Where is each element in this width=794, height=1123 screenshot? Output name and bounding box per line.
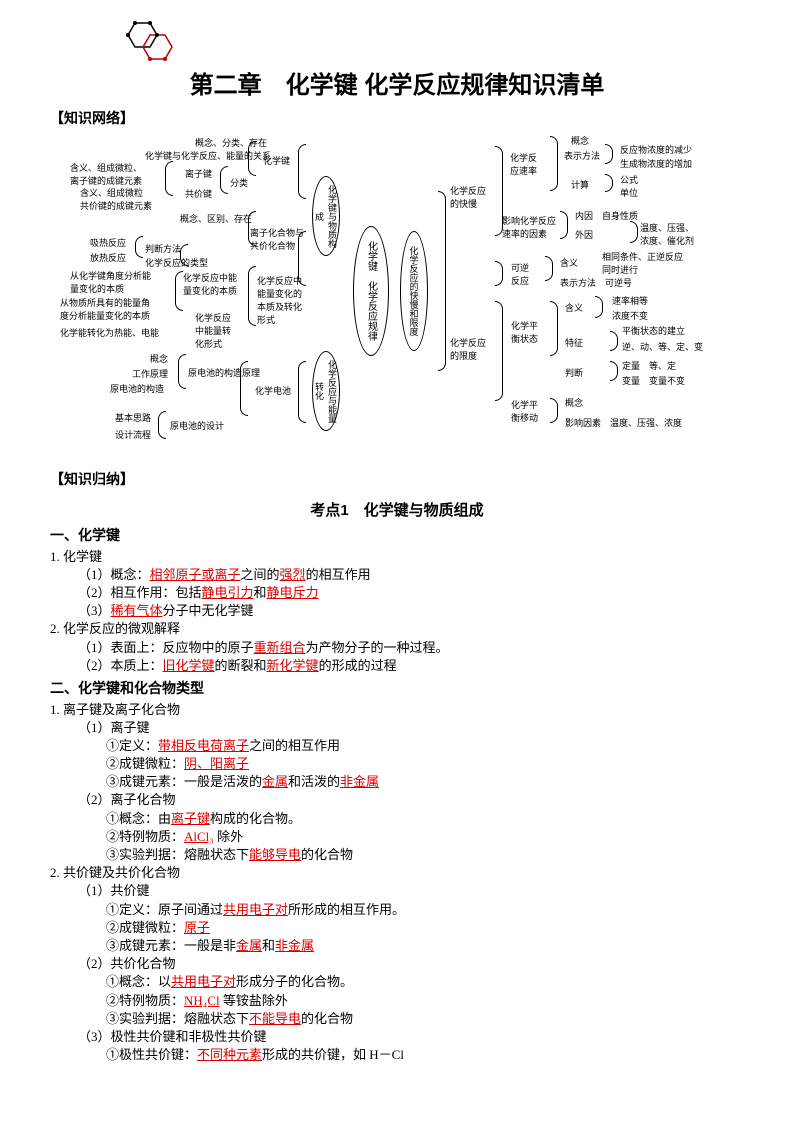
node: 判断方法	[145, 242, 181, 255]
center-node: 化学键 化学反应规律	[353, 226, 389, 356]
node: 化学键与化学反应、能量的关系	[145, 149, 271, 162]
node: 变量 变量不变	[622, 374, 685, 387]
text: （3）稀有气体分子中无化学键	[78, 602, 744, 620]
node: 可逆 反应	[511, 261, 529, 287]
text: （2）本质上：旧化学键的断裂和新化学键的形成的过程	[78, 657, 744, 675]
text: ①定义：带相反电荷离子之间的相互作用	[106, 737, 744, 755]
text: ①概念：由离子键构成的化合物。	[106, 810, 744, 828]
node: 概念	[565, 396, 583, 409]
molecule-logo-icon	[115, 18, 175, 63]
node: 温度、压强、 浓度、催化剂	[640, 221, 694, 247]
node: 化学反应 的快慢	[450, 184, 486, 210]
node: 基本思路	[115, 411, 151, 424]
text: （1）表面上：反应物中的原子重新组合为产物分子的一种过程。	[78, 639, 744, 657]
left-hub1: 化学键与物质构成	[312, 176, 340, 256]
node: 化学平 衡移动	[511, 398, 538, 424]
content-body: 一、化学键 1. 化学键 （1）概念：相邻原子或离子之间的强烈的相互作用 （2）…	[50, 526, 744, 1064]
text: ③实验判据：熔融状态下不能导电的化合物	[106, 1010, 744, 1028]
text: ③成键元素：一般是非金属和非金属	[106, 937, 744, 955]
node: 分类	[230, 176, 248, 189]
node: 设计流程	[115, 428, 151, 441]
node: 化学反应的类型	[145, 256, 208, 269]
node: 特征	[565, 336, 583, 349]
node: 化学平 衡状态	[511, 319, 538, 345]
node: 离子键	[185, 167, 212, 180]
node: 共价键	[185, 187, 212, 200]
text: 1. 离子键及离子化合物	[50, 701, 744, 719]
node: 离子化合物与 共价化合物	[250, 226, 304, 252]
text: ②特例物质：NH₄Cl 等铵盐除外	[106, 992, 744, 1010]
left-hub2: 化学反应与能量转化	[312, 351, 340, 431]
heading: 二、化学键和化合物类型	[50, 679, 744, 699]
text: ③成键元素：一般是活泼的金属和活泼的非金属	[106, 773, 744, 791]
text: （2）共价化合物	[78, 955, 744, 973]
node: 外因	[575, 228, 593, 241]
section-summary: 【知识归纳】	[50, 469, 744, 489]
text: 2. 共价键及共价化合物	[50, 864, 744, 882]
node: 原电池的构造原理	[188, 366, 260, 379]
node: 原电池的构造	[110, 382, 164, 395]
heading: 一、化学键	[50, 526, 744, 546]
node: 工作原理	[132, 367, 168, 380]
node: 计算	[571, 178, 589, 191]
node: 概念、分类、存在	[195, 136, 267, 149]
node: 化学反应 中能量转 化形式	[195, 311, 231, 350]
text: （2）相互作用：包括静电引力和静电斥力	[78, 584, 744, 602]
node: 概念	[571, 134, 589, 147]
node: 影响因素 温度、压强、浓度	[565, 416, 682, 429]
chapter-title: 第二章 化学键 化学反应规律知识清单	[50, 65, 744, 100]
node: 含义、组成微粒 共价键的成键元素	[80, 186, 152, 212]
text: ①定义：原子间通过共用电子对所形成的相互作用。	[106, 901, 744, 919]
text: ③实验判据：熔融状态下能够导电的化合物	[106, 846, 744, 864]
node: 速率相等	[612, 294, 648, 307]
section-network: 【知识网络】	[50, 108, 744, 128]
node: 内因 自身性质	[575, 209, 638, 222]
node: 反应物浓度的减少	[620, 143, 692, 156]
text: （1）离子键	[78, 719, 744, 737]
node: 表示方法	[564, 149, 600, 162]
node: 逆、动、等、定、变	[622, 340, 703, 353]
node: 表示方法 可逆号	[560, 276, 632, 289]
node: 判断	[565, 366, 583, 379]
right-hub: 化学反应的快慢和限度	[400, 231, 428, 351]
mindmap-diagram: 化学键 化学反应规律 化学键与物质构成 化学反应与能量转化 化学反应的快慢和限度…	[50, 136, 744, 461]
text: （1）共价键	[78, 882, 744, 900]
text: （1）概念：相邻原子或离子之间的强烈的相互作用	[78, 566, 744, 584]
node: 化学键	[263, 154, 290, 167]
keypoint-title: 考点1 化学键与物质组成	[50, 499, 744, 520]
node: 化学反应中能 量变化的本质	[183, 271, 237, 297]
node: 从物质所具有的能量角 度分析能量变化的本质	[60, 296, 150, 322]
text: 2. 化学反应的微观解释	[50, 620, 744, 638]
node: 吸热反应	[90, 236, 126, 249]
node: 浓度不变	[612, 309, 648, 322]
node: 含义、组成微粒、 离子键的成键元素	[70, 161, 142, 187]
node: 概念、区别、存在	[180, 212, 252, 225]
node: 概念	[150, 352, 168, 365]
node: 化学电池	[255, 384, 291, 397]
node: 化学反应中 能量变化的 本质及转化 形式	[257, 274, 302, 326]
text: ②成键微粒：阴、阳离子	[106, 755, 744, 773]
node: 相同条件、正逆反应 同时进行	[602, 250, 683, 276]
text: （3）极性共价键和非极性共价键	[78, 1028, 744, 1046]
node: 化学反 应速率	[510, 151, 537, 177]
node: 定量 等、定	[622, 359, 676, 372]
text: ②成键微粒：原子	[106, 919, 744, 937]
node: 平衡状态的建立	[622, 324, 685, 337]
node: 单位	[620, 186, 638, 199]
node: 公式	[620, 173, 638, 186]
node: 原电池的设计	[170, 419, 224, 432]
node: 生成物浓度的增加	[620, 157, 692, 170]
node: 放热反应	[90, 251, 126, 264]
text: 1. 化学键	[50, 548, 744, 566]
node: 含义	[560, 256, 578, 269]
node: 含义	[565, 301, 583, 314]
node: 影响化学反应 速率的因素	[502, 214, 556, 240]
text: （2）离子化合物	[78, 791, 744, 809]
node: 从化学键角度分析能 量变化的本质	[70, 269, 151, 295]
text: ②特例物质：AlCl₃ 除外	[106, 828, 744, 846]
text: ①极性共价键：不同种元素形成的共价键，如 H－Cl	[106, 1046, 744, 1064]
node: 化学能转化为热能、电能	[60, 326, 159, 339]
text: ①概念：以共用电子对形成分子的化合物。	[106, 973, 744, 991]
node: 化学反应 的限度	[450, 336, 486, 362]
